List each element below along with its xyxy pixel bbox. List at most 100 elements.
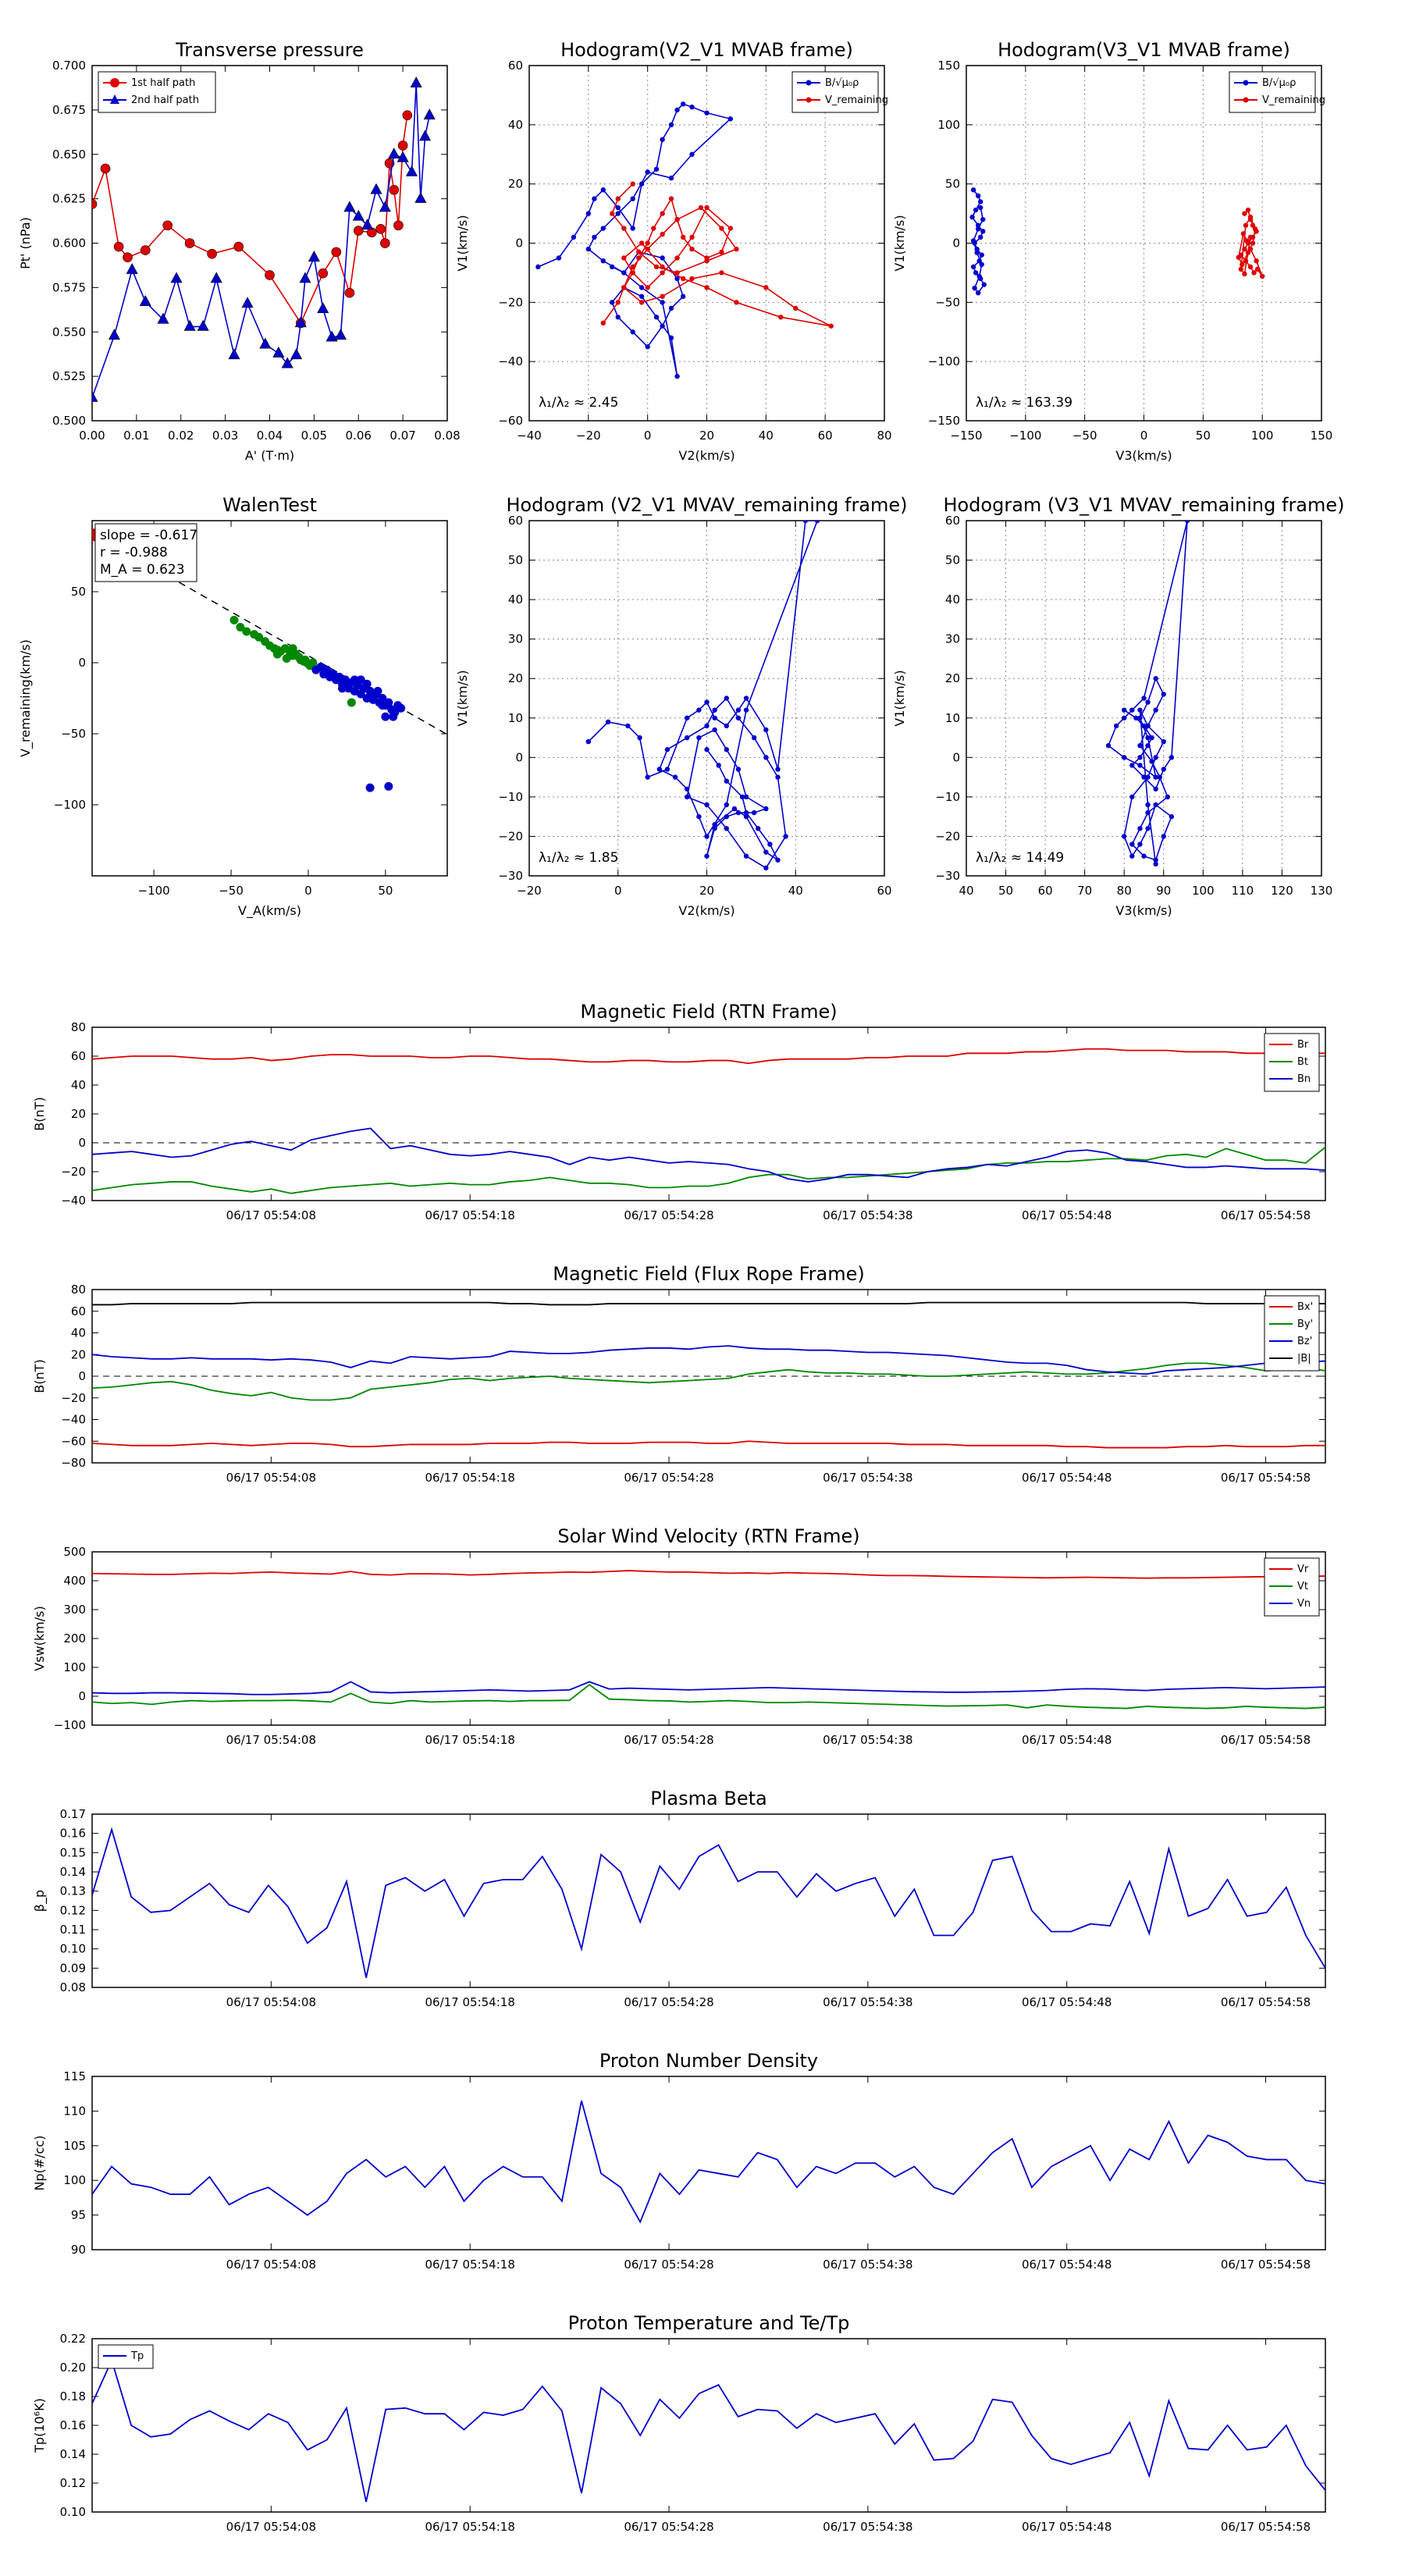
y-tick-label: 0.550 bbox=[52, 325, 86, 339]
data-point bbox=[343, 679, 353, 688]
data-point bbox=[727, 226, 734, 231]
data-point bbox=[615, 196, 621, 201]
x-tick-label: 60 bbox=[818, 429, 833, 443]
data-point bbox=[751, 735, 757, 741]
data-point bbox=[353, 226, 364, 236]
x-tick-label: 0.05 bbox=[301, 429, 327, 443]
y-tick-label: 100 bbox=[63, 2173, 86, 2187]
data-point bbox=[979, 252, 984, 258]
data-point bbox=[689, 276, 695, 282]
x-tick-label: 110 bbox=[1232, 884, 1254, 898]
x-tick-label: 150 bbox=[1311, 429, 1333, 443]
y-tick-label: 150 bbox=[937, 59, 960, 73]
x-tick-label: 0 bbox=[304, 884, 312, 898]
series-line-Bn bbox=[92, 1127, 1325, 1183]
plot-frame bbox=[966, 520, 1322, 877]
data-point bbox=[241, 297, 254, 308]
panel-bmag: Magnetic Field (RTN Frame) 06/17 05:54:08… bbox=[32, 1001, 1326, 1222]
data-point bbox=[1153, 786, 1158, 792]
legend-entry: 2nd half path bbox=[131, 94, 199, 106]
y-tick-label: −10 bbox=[498, 790, 523, 804]
data-point bbox=[621, 285, 627, 290]
data-point bbox=[1137, 826, 1143, 831]
data-point bbox=[378, 701, 387, 710]
y-tick-label: −20 bbox=[935, 829, 960, 843]
data-point bbox=[970, 187, 976, 193]
data-point bbox=[344, 287, 355, 298]
data-point bbox=[157, 312, 169, 324]
y-tick-label: 50 bbox=[508, 553, 523, 568]
data-point bbox=[680, 234, 686, 240]
data-point bbox=[379, 201, 391, 212]
data-point bbox=[1141, 853, 1147, 859]
data-point bbox=[1137, 755, 1143, 760]
data-point bbox=[630, 196, 635, 201]
x-tick-label: 0.07 bbox=[389, 429, 415, 443]
data-point bbox=[724, 802, 729, 808]
panel-vsw: Solar Wind Velocity (RTN Frame) 06/17 05:… bbox=[32, 1525, 1326, 1747]
x-tick-label: 06/17 05:54:28 bbox=[624, 1995, 713, 2009]
x-tick-label: 0 bbox=[614, 884, 622, 898]
data-point bbox=[978, 199, 984, 205]
y-tick-label: −50 bbox=[61, 727, 86, 741]
data-point bbox=[698, 205, 704, 211]
legend-entry: V_remaining bbox=[825, 94, 888, 106]
data-point bbox=[973, 270, 979, 276]
data-point bbox=[1129, 707, 1135, 713]
legend-marker bbox=[1243, 97, 1249, 103]
data-point bbox=[735, 767, 742, 772]
y-tick-label: 0.600 bbox=[52, 237, 86, 251]
legend-marker bbox=[806, 80, 812, 86]
data-point bbox=[410, 76, 422, 88]
plot-frame bbox=[528, 520, 885, 877]
y-tick-label: 40 bbox=[945, 592, 960, 607]
data-point bbox=[299, 272, 311, 283]
data-point bbox=[308, 658, 318, 667]
data-point bbox=[712, 707, 717, 713]
data-layer bbox=[92, 2100, 1325, 2224]
data-point bbox=[630, 329, 635, 335]
data-point bbox=[638, 181, 645, 187]
data-point bbox=[1250, 240, 1256, 246]
data-point bbox=[674, 107, 680, 113]
y-tick-label: 0.525 bbox=[52, 369, 86, 383]
data-point bbox=[397, 703, 406, 713]
data-point bbox=[1141, 774, 1147, 780]
x-tick-label: 60 bbox=[1038, 884, 1053, 898]
data-point bbox=[1184, 521, 1190, 524]
data-point bbox=[272, 649, 282, 659]
data-point bbox=[388, 148, 400, 159]
legend: Vr Vt Vn bbox=[1264, 1557, 1320, 1617]
y-tick-label: −60 bbox=[498, 414, 523, 428]
data-point bbox=[704, 834, 710, 839]
data-point bbox=[645, 285, 650, 290]
data-point bbox=[1240, 262, 1245, 267]
lambda-annotation: λ₁/λ₂ ≈ 2.45 bbox=[539, 395, 618, 411]
x-axis-label: V2(km/s) bbox=[678, 448, 735, 463]
data-point bbox=[685, 786, 690, 792]
plot-frame bbox=[91, 520, 448, 877]
y-tick-label: 0.575 bbox=[52, 280, 86, 294]
data-point bbox=[592, 234, 597, 240]
data-point bbox=[210, 272, 222, 283]
data-point bbox=[704, 258, 710, 264]
panel-walen: WalenTest −100 −50 0 50 −100 −50 0 50 V_A(km/s) V_… bbox=[18, 494, 448, 919]
y-tick-label: 0 bbox=[952, 237, 960, 251]
data-point bbox=[664, 747, 670, 753]
y-tick-label: 0 bbox=[78, 1136, 86, 1150]
y-tick-label: 60 bbox=[71, 1049, 86, 1063]
data-point bbox=[423, 109, 436, 119]
data-point bbox=[92, 199, 98, 209]
data-point bbox=[384, 781, 393, 791]
x-tick-label: 06/17 05:54:38 bbox=[823, 1471, 912, 1485]
y-tick-label: 0.20 bbox=[60, 2361, 86, 2375]
y-tick-label: 40 bbox=[508, 592, 523, 607]
y-tick-label: 40 bbox=[71, 1326, 86, 1340]
y-tick-label: 50 bbox=[945, 177, 960, 191]
y-tick-label: 0.10 bbox=[60, 1942, 86, 1956]
data-point bbox=[140, 245, 151, 255]
x-tick-label: 06/17 05:54:48 bbox=[1022, 2520, 1112, 2534]
data-point bbox=[1153, 861, 1158, 867]
data-layer bbox=[92, 1570, 1325, 1710]
data-point bbox=[1145, 735, 1151, 741]
